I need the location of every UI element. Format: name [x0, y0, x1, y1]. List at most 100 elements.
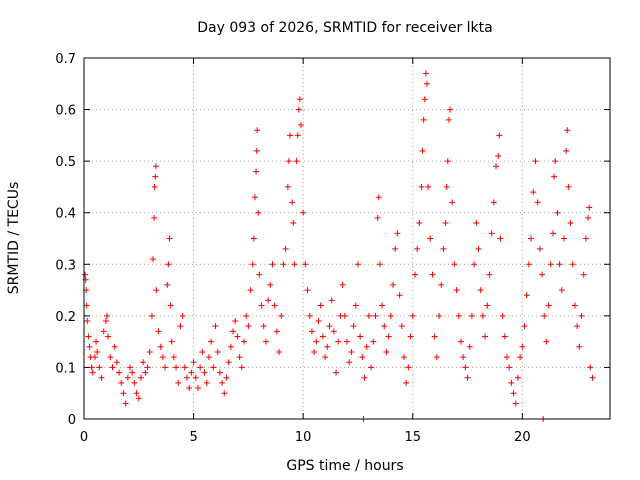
data-point [313, 338, 320, 345]
data-point [525, 261, 532, 268]
data-point [142, 369, 149, 376]
data-point [212, 323, 219, 330]
data-point [586, 204, 593, 211]
data-point [135, 395, 142, 402]
data-point [278, 312, 285, 319]
tick-layer: 0 0.1 0.2 0.3 0.4 0.5 0.6 0.7 0 5 10 15 20 [55, 52, 610, 445]
data-point [490, 199, 497, 206]
data-point [576, 343, 583, 350]
data-point [304, 287, 311, 294]
data-point [144, 364, 151, 371]
data-point [260, 323, 267, 330]
data-point [484, 302, 491, 309]
data-point [152, 163, 159, 170]
data-point [539, 271, 546, 278]
data-point [273, 328, 280, 335]
data-point [205, 354, 212, 361]
data-point [234, 333, 241, 340]
x-tick-label: 10 [295, 430, 312, 445]
data-point [411, 271, 418, 278]
data-point [455, 312, 462, 319]
data-point [227, 343, 234, 350]
data-point [560, 235, 567, 242]
data-point [556, 261, 563, 268]
y-tick-label: 0 [68, 413, 76, 428]
data-point [585, 214, 592, 221]
x-tick-label: 15 [404, 430, 421, 445]
data-point [137, 374, 144, 381]
data-point [203, 379, 210, 386]
data-point [201, 369, 208, 376]
data-point [84, 318, 91, 325]
data-point [105, 333, 112, 340]
data-point [398, 323, 405, 330]
data-point [589, 374, 596, 381]
data-point [499, 312, 506, 319]
data-point [232, 318, 239, 325]
y-axis-label: SRMTID / TECUs [6, 182, 22, 295]
data-point [341, 312, 348, 319]
data-point [495, 152, 502, 159]
data-point [453, 287, 460, 294]
data-point [488, 230, 495, 237]
data-point [394, 230, 401, 237]
chart-title: Day 093 of 2026, SRMTID for receiver lkt… [197, 20, 492, 36]
data-point [503, 354, 510, 361]
data-point [225, 359, 232, 366]
data-point [255, 209, 262, 216]
x-tick-label: 20 [514, 430, 531, 445]
data-point [523, 292, 530, 299]
data-point [188, 369, 195, 376]
data-point [532, 158, 539, 165]
data-point [208, 338, 215, 345]
data-point [361, 374, 368, 381]
data-point [124, 374, 131, 381]
y-tick-label: 0.2 [55, 310, 76, 325]
data-point [311, 348, 318, 355]
data-point [506, 364, 513, 371]
data-point [293, 158, 300, 165]
data-point [445, 116, 452, 123]
data-point [159, 354, 166, 361]
data-point [250, 235, 257, 242]
data-point [175, 379, 182, 386]
data-point [449, 199, 456, 206]
data-point [166, 235, 173, 242]
data-point [109, 364, 116, 371]
data-point [517, 354, 524, 361]
data-point [118, 379, 125, 386]
data-point [148, 312, 155, 319]
data-point [300, 209, 307, 216]
data-point [521, 323, 528, 330]
data-point [346, 359, 353, 366]
data-point [383, 348, 390, 355]
data-point [194, 385, 201, 392]
data-point [587, 364, 594, 371]
x-axis-label: GPS time / hours [286, 458, 403, 474]
data-point [565, 183, 572, 190]
data-point [528, 235, 535, 242]
data-point [550, 230, 557, 237]
data-points [82, 70, 596, 422]
data-point [306, 312, 313, 319]
y-tick-label: 0.7 [55, 52, 76, 67]
data-point [431, 333, 438, 340]
data-point [190, 359, 197, 366]
data-point [451, 261, 458, 268]
data-point [473, 220, 480, 227]
data-point [302, 261, 309, 268]
data-point [536, 245, 543, 252]
data-point [352, 302, 359, 309]
data-point [296, 96, 303, 103]
data-point [157, 343, 164, 350]
data-point [510, 390, 517, 397]
data-point [210, 364, 217, 371]
data-point [554, 209, 561, 216]
data-point [247, 287, 254, 294]
data-point [379, 302, 386, 309]
data-point [493, 163, 500, 170]
data-point [571, 302, 578, 309]
data-point [116, 369, 123, 376]
data-point [440, 245, 447, 252]
data-point [290, 220, 297, 227]
